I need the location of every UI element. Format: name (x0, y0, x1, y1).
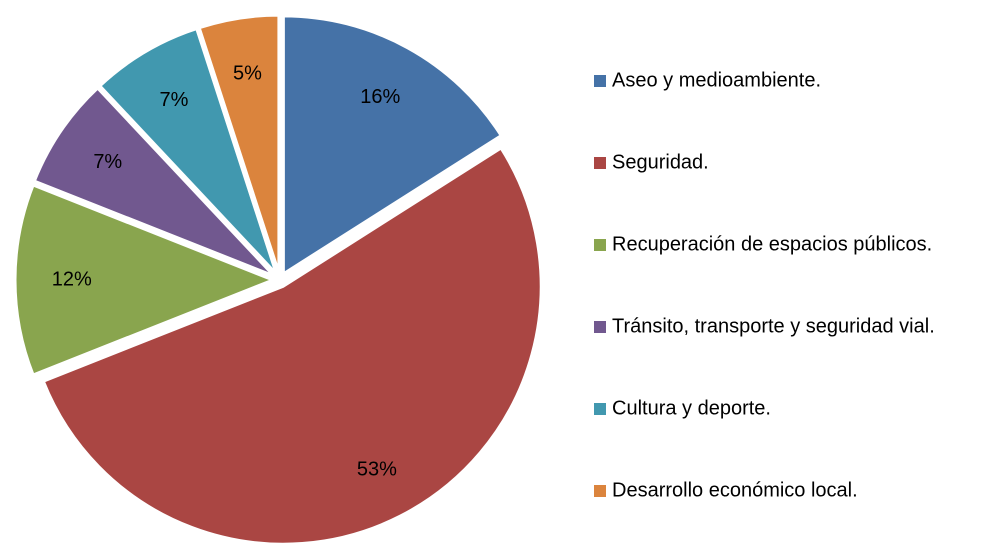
data-label: 12% (52, 268, 92, 290)
pie-slice (41, 145, 543, 546)
legend-swatch (594, 321, 606, 333)
data-label: 7% (160, 89, 189, 111)
data-label: 16% (360, 86, 400, 108)
legend-label: Recuperación de espacios públicos. (612, 233, 932, 255)
pie-slice (281, 14, 504, 277)
pie-slice (97, 26, 278, 276)
legend-label: Seguridad. (612, 151, 709, 173)
legend-label: Cultura y deporte. (612, 397, 771, 419)
legend-label: Desarrollo económico local. (612, 479, 858, 501)
pie-slice (197, 13, 281, 274)
data-label: 53% (357, 458, 397, 480)
pie-slice (32, 85, 276, 278)
legend-swatch (594, 157, 606, 169)
pie-slice (13, 183, 278, 377)
legend-swatch (594, 239, 606, 251)
legend-swatch (594, 403, 606, 415)
data-label: 5% (233, 63, 262, 85)
legend-swatch (594, 75, 606, 87)
data-label: 7% (93, 151, 122, 173)
legend-swatch (594, 485, 606, 497)
legend-label: Aseo y medioambiente. (612, 69, 821, 91)
legend-label: Tránsito, transporte y seguridad vial. (612, 315, 935, 337)
